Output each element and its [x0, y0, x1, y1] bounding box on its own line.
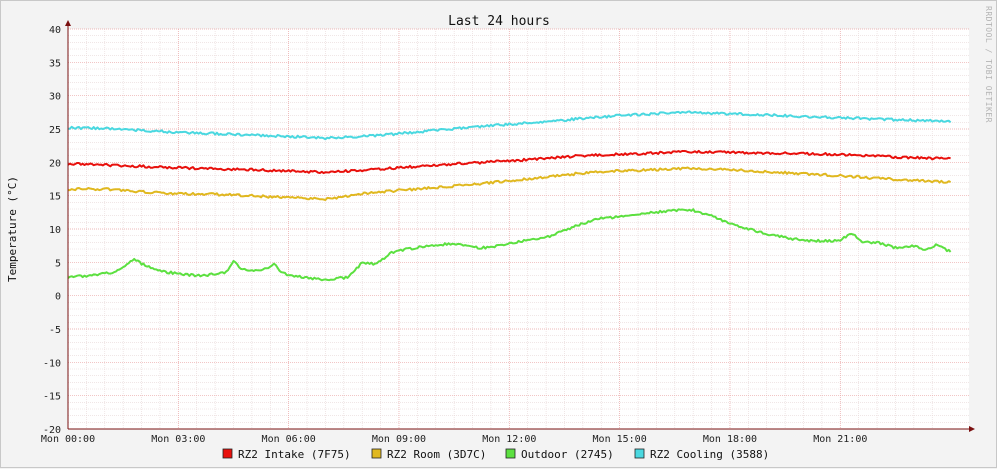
x-tick-label: Mon 03:00 — [151, 434, 205, 445]
legend-swatch — [222, 448, 233, 459]
series-line — [67, 149, 951, 175]
x-tick-label: Mon 18:00 — [703, 434, 757, 445]
y-tick-label: -15 — [43, 392, 61, 403]
x-tick-label: Mon 12:00 — [482, 434, 536, 445]
y-tick-label: -5 — [49, 325, 61, 336]
y-tick-label: 25 — [49, 125, 61, 136]
x-tick-label: Mon 15:00 — [593, 434, 647, 445]
series-line — [68, 166, 952, 201]
legend-label: RZ2 Room (3D7C) — [387, 448, 486, 461]
x-tick-label: Mon 21:00 — [813, 434, 867, 445]
legend: RZ2 Intake (7F75) RZ2 Room (3D7C) Outdoor … — [222, 448, 769, 461]
axes — [65, 20, 975, 432]
y-tick-label: 5 — [55, 258, 61, 269]
legend-label: RZ2 Intake (7F75) — [238, 448, 351, 461]
y-axis-label: Temperature (°C) — [6, 176, 19, 282]
y-tick-label: 20 — [49, 158, 61, 169]
x-tick-labels: Mon 00:00 Mon 03:00 Mon 06:00 Mon 09:00 Mon … — [41, 434, 867, 445]
y-tick-labels: 40 35 30 25 20 15 10 5 0 -5 -10 -15 -20 — [43, 25, 61, 436]
y-tick-label: 15 — [49, 192, 61, 203]
legend-swatch — [634, 448, 645, 459]
y-tick-label: 0 — [55, 292, 61, 303]
y-axis-arrow — [65, 20, 71, 26]
y-tick-label: -20 — [43, 425, 61, 436]
series-line — [68, 110, 952, 141]
y-tick-label: 40 — [49, 25, 61, 36]
y-tick-label: -10 — [43, 358, 61, 369]
legend-label: Outdoor (2745) — [521, 448, 614, 461]
legend-label: RZ2 Cooling (3588) — [650, 448, 769, 461]
x-tick-label: Mon 09:00 — [372, 434, 426, 445]
watermark: RRDTOOL / TOBI OETIKER — [984, 6, 993, 123]
y-tick-label: 10 — [49, 225, 61, 236]
y-tick-label: 30 — [49, 92, 61, 103]
x-tick-label: Mon 06:00 — [262, 434, 316, 445]
legend-swatch — [505, 448, 516, 459]
series-lines — [67, 110, 952, 282]
legend-swatch — [371, 448, 382, 459]
grid — [67, 28, 969, 430]
y-tick-label: 35 — [49, 58, 61, 69]
x-tick-label: Mon 00:00 — [41, 434, 95, 445]
chart-title: Last 24 hours — [448, 14, 550, 29]
series-line — [67, 208, 952, 282]
x-axis-arrow — [969, 426, 975, 432]
